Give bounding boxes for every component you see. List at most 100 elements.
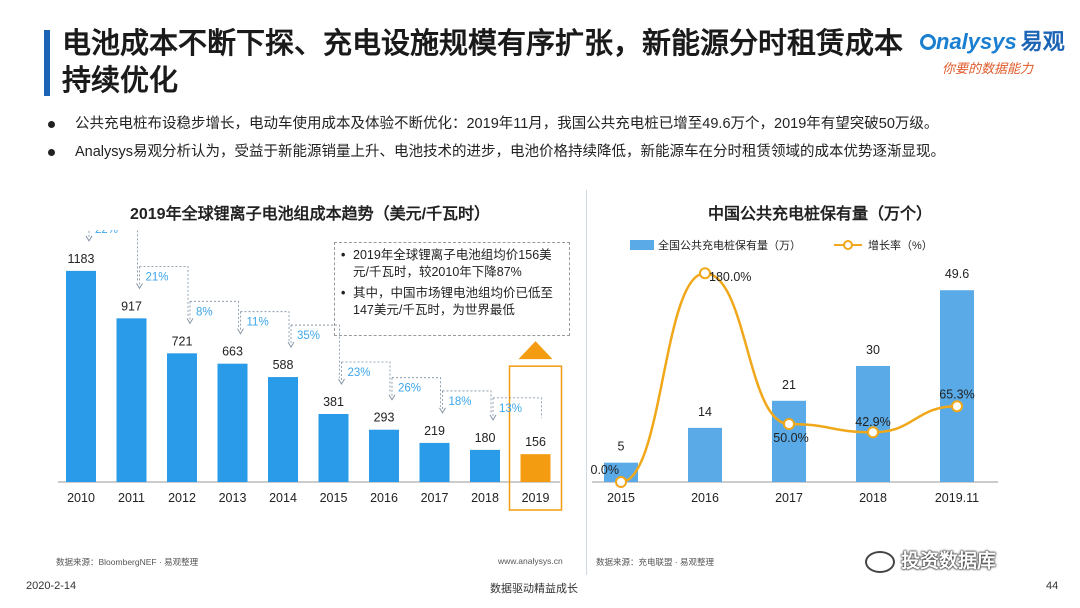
decline-connector (88, 230, 138, 283)
right-chart-title: 中国公共充电桩保有量（万个） (707, 206, 932, 223)
annotation-text: 2019年全球锂离子电池组均价156美元/千瓦时，较2010年下降87% (353, 248, 552, 279)
bar-2011 (116, 318, 147, 482)
bullet-dot-icon (48, 148, 55, 156)
bar-value-label: 5 (618, 440, 625, 454)
growth-rate-line (620, 271, 958, 484)
bar-2012 (167, 353, 197, 482)
decline-connector (240, 311, 290, 342)
left-chart-title: 2019年全球锂离子电池组成本趋势（美元/千瓦时） (129, 206, 491, 223)
decline-connector (492, 397, 542, 419)
growth-rate-label: 0.0% (591, 463, 620, 477)
x-tick-label: 2019 (522, 491, 550, 505)
annotation-item: • 2019年全球锂离子电池组均价156美元/千瓦时，较2010年下降87% (341, 247, 563, 281)
growth-rate-point (783, 418, 795, 430)
bar-2018 (856, 366, 890, 482)
wechat-text: 投资数据库 (901, 551, 997, 572)
bar-value-label: 1183 (68, 252, 95, 266)
decline-arrow-icon (439, 407, 446, 414)
bar-2017 (419, 442, 450, 482)
bar-value-label: 180 (475, 431, 496, 445)
page-number: 44 (1046, 580, 1059, 592)
legend-bar-label: 全国公共充电桩保有量（万） (658, 238, 801, 252)
legend-bar-swatch (630, 240, 654, 250)
bar-value-label: 49.6 (945, 267, 969, 281)
annotation-item: • 其中，中国市场锂电池组均价已低至147美元/千瓦时，为世界最低 (341, 285, 563, 319)
footer-date: 2020-2-14 (26, 580, 77, 592)
bar-2013 (217, 363, 248, 482)
bar-value-label: 14 (698, 405, 712, 419)
decline-label: 22% (95, 230, 118, 236)
bar-value-label: 219 (424, 424, 445, 438)
bar-value-label: 381 (323, 395, 344, 409)
bullet-text: Analysys易观分析认为，受益于新能源销量上升、电池技术的进步，电池价格持续… (75, 144, 946, 160)
x-tick-label: 2018 (859, 491, 887, 505)
growth-rate-point (699, 267, 711, 280)
logo-text: nalysys (936, 29, 1017, 54)
wechat-watermark: 投资数据库 (865, 546, 996, 573)
page-title: 电池成本不断下探、充电设施规模有序扩张，新能源分时租赁成本持续优化 (62, 28, 904, 97)
annotation-text: 其中，中国市场锂电池组均价已低至147美元/千瓦时，为世界最低 (353, 286, 554, 317)
right-combo-chart: 全国公共充电桩保有量（万） 增长率（%） 5 2015 14 2016 21 2017 30 20… (591, 238, 998, 505)
bar-value-label: 156 (525, 435, 546, 449)
growth-rate-point (867, 426, 879, 439)
highlight-arrow-icon (518, 341, 553, 360)
x-tick-label: 2019.11 (935, 491, 979, 505)
decline-connector (442, 390, 492, 414)
left-source-url: www.analysys.cn (498, 556, 563, 566)
decline-arrow-icon (489, 414, 497, 421)
chart-divider (586, 190, 587, 575)
footer-slogan: 数据驱动精益成长 (490, 583, 578, 595)
decline-arrow-icon (186, 318, 194, 325)
highlight-frame (508, 365, 563, 511)
decline-arrow-icon (136, 283, 143, 290)
decline-arrow-icon (237, 328, 244, 335)
decline-label: 13% (499, 403, 522, 415)
logo-cn-text: 易观 (1020, 29, 1065, 54)
bar-2019 (520, 454, 551, 482)
x-tick-label: 2017 (775, 491, 803, 505)
bar-value-label: 588 (273, 358, 294, 372)
bar-2010 (66, 270, 96, 482)
bar-value-label: 21 (782, 378, 796, 392)
x-tick-label: 2012 (168, 491, 196, 505)
bar-value-label: 293 (374, 411, 395, 425)
bullet-item: 公共充电桩布设稳步增长，电动车使用成本及体验不断优化：2019年11月，我国公共… (48, 110, 1068, 138)
growth-rate-point (951, 400, 963, 413)
bullet-dot-icon (48, 120, 55, 128)
decline-connector (391, 377, 441, 407)
x-tick-label: 2018 (471, 491, 499, 505)
decline-connector (189, 300, 239, 328)
title-accent-bar (44, 30, 50, 96)
decline-arrow-icon (287, 341, 295, 348)
bar-2015 (318, 414, 349, 482)
x-tick-label: 2010 (67, 491, 95, 505)
legend-line-label: 增长率（%） (868, 238, 933, 252)
logo-slogan: 你要的数据能力 (942, 61, 1034, 76)
growth-rate-point (615, 476, 627, 488)
bullet-item: Analysys易观分析认为，受益于新能源销量上升、电池技术的进步，电池价格持续… (48, 138, 1068, 166)
bar-2017 (772, 400, 806, 482)
bar-2016 (688, 427, 722, 482)
bar-2015 (604, 462, 638, 482)
x-tick-label: 2016 (370, 491, 398, 505)
x-tick-label: 2015 (320, 491, 348, 505)
growth-rate-label: 65.3% (939, 387, 974, 401)
bullet-text: 公共充电桩布设稳步增长，电动车使用成本及体验不断优化：2019年11月，我国公共… (75, 116, 939, 132)
decline-label: 26% (398, 383, 421, 395)
bar-2014 (268, 377, 298, 482)
decline-connector (139, 265, 189, 318)
growth-rate-label: 42.9% (855, 415, 890, 429)
decline-connector (290, 324, 340, 379)
analysys-logo: nalysys 易观 你要的数据能力 (920, 24, 1070, 76)
bar-2016 (369, 429, 399, 482)
logo-wordmark: nalysys 易观 (920, 24, 1070, 56)
bar-value-label: 663 (222, 345, 243, 359)
decline-label: 8% (196, 306, 213, 318)
logo-a-icon (920, 34, 936, 50)
decline-label: 11% (247, 317, 269, 329)
bar-2019.11 (940, 290, 974, 482)
legend-line-marker-icon (843, 240, 853, 250)
decline-arrow-icon (338, 378, 345, 385)
wechat-icon (865, 550, 895, 573)
x-tick-label: 2016 (691, 491, 719, 505)
